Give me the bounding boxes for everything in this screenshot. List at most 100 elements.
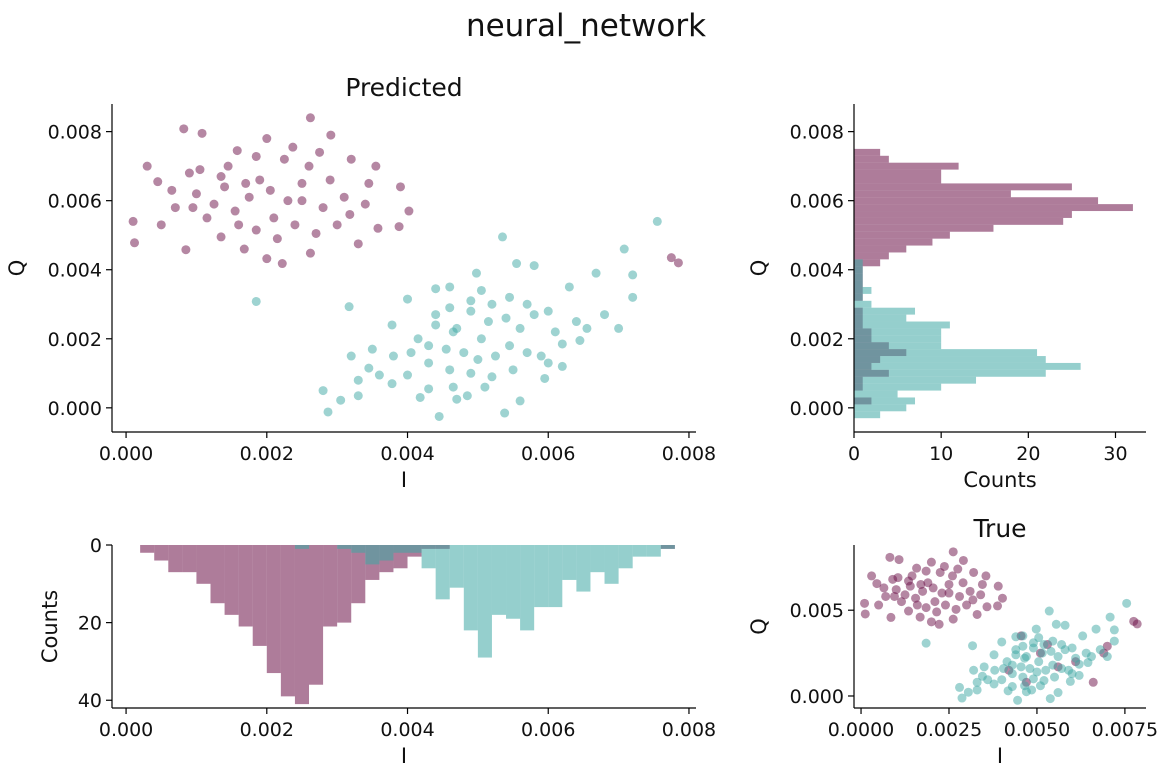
scatter-point-class-0 — [277, 259, 287, 269]
histogram-bar-class-0 — [854, 169, 942, 177]
scatter-point-class-1 — [582, 323, 592, 333]
histogram-bar-class-1 — [618, 545, 633, 569]
histogram-bars — [140, 545, 675, 705]
scatter-point-class-1 — [571, 317, 581, 327]
histogram-bar-class-0 — [182, 545, 197, 573]
histogram-bar-class-1 — [854, 280, 863, 287]
scatter-point-class-1 — [1034, 657, 1044, 667]
y-tick-label: 0.002 — [790, 329, 844, 351]
histogram-bar-class-1 — [520, 545, 535, 631]
y-tick-label: 0.000 — [790, 398, 844, 420]
histogram-bar-class-0 — [854, 155, 889, 163]
scatter-point-class-1 — [344, 302, 354, 312]
histogram-bar-class-1 — [854, 404, 907, 412]
scatter-point-class-0 — [290, 220, 300, 230]
scatter-point-class-0 — [326, 130, 336, 140]
histogram-bar-class-1 — [854, 321, 950, 329]
x-axis-title: Counts — [963, 468, 1036, 492]
scatter-point-class-1 — [1081, 648, 1091, 658]
panel-title: True — [972, 514, 1026, 543]
scatter-point-class-1 — [431, 310, 441, 320]
scatter-point-class-0 — [288, 142, 298, 152]
histogram-bar-class-0 — [337, 545, 352, 623]
scatter-point-class-0 — [297, 178, 307, 188]
histogram-bar-class-1 — [632, 545, 647, 557]
histogram-bar-class-0 — [854, 217, 1064, 225]
scatter-point-class-0 — [860, 609, 870, 619]
scatter-point-class-1 — [471, 268, 481, 278]
x-axis-title: I — [997, 744, 1003, 768]
scatter-point-class-1 — [543, 358, 553, 368]
scatter-point-class-0 — [1102, 641, 1112, 651]
scatter-point-class-1 — [1048, 660, 1058, 670]
scatter-point-class-1 — [403, 370, 413, 380]
scatter-point-class-0 — [888, 574, 898, 584]
scatter-point-class-1 — [591, 268, 601, 278]
x-tick-label: 30 — [1103, 443, 1127, 465]
scatter-point-class-1 — [336, 395, 346, 405]
x-tick-label: 0.006 — [521, 443, 575, 465]
scatter-point-class-1 — [415, 392, 425, 402]
histogram-bar-class-0 — [854, 204, 1133, 212]
scatter-point-class-0 — [1088, 677, 1098, 687]
scatter-point-class-0 — [251, 151, 261, 161]
predicted-scatter-panel: 0.000 0.002 0.004 0.006 0.008 0.000 0.002 0.004… — [5, 73, 716, 492]
scatter-point-class-0 — [353, 239, 363, 249]
scatter-point-class-0 — [955, 591, 965, 601]
x-tick-label: 0.004 — [380, 719, 434, 741]
x-axis-title: I — [401, 744, 407, 768]
histogram-bar-class-0 — [238, 545, 253, 627]
histogram-bar-class-1 — [854, 369, 1046, 377]
scatter-point-class-0 — [223, 161, 233, 171]
scatter-point-class-0 — [894, 555, 904, 565]
scatter-point-class-1 — [1018, 631, 1028, 641]
scatter-point-class-1 — [512, 259, 522, 269]
scatter-point-class-0 — [981, 571, 991, 581]
x-tick-label: 0.002 — [240, 443, 294, 465]
panel-title: Predicted — [345, 73, 462, 102]
scatter-point-class-0 — [364, 178, 374, 188]
scatter-point-class-1 — [487, 372, 497, 382]
scatter-point-class-0 — [251, 225, 261, 235]
scatter-point-class-1 — [614, 323, 624, 333]
scatter-points — [128, 113, 683, 421]
scatter-point-class-0 — [262, 254, 272, 264]
scatter-point-class-1 — [445, 282, 455, 292]
scatter-point-class-0 — [889, 591, 899, 601]
x-tick-label: 0.000 — [99, 719, 153, 741]
scatter-point-class-0 — [900, 590, 910, 600]
histogram-bar-class-0 — [210, 545, 225, 604]
scatter-point-class-1 — [445, 365, 455, 375]
scatter-point-class-0 — [404, 206, 414, 216]
scatter-point-class-0 — [305, 113, 315, 123]
scatter-point-class-0 — [197, 128, 207, 138]
scatter-point-class-1 — [498, 232, 508, 242]
histogram-bar-class-1 — [337, 545, 352, 549]
scatter-point-class-1 — [1007, 669, 1017, 679]
scatter-point-class-1 — [990, 665, 1000, 675]
scatter-point-class-1 — [1060, 620, 1070, 630]
scatter-point-class-1 — [1028, 674, 1038, 684]
scatter-point-class-0 — [993, 601, 1003, 611]
scatter-point-class-0 — [958, 555, 968, 565]
scatter-point-class-0 — [921, 566, 931, 576]
scatter-point-class-1 — [1027, 685, 1037, 695]
i-histogram-panel: 0.000 0.002 0.004 0.006 0.008 0 20 40 I Counts — [38, 535, 716, 768]
scatter-point-class-0 — [395, 182, 405, 192]
scatter-point-class-1 — [431, 320, 441, 330]
scatter-point-class-1 — [575, 336, 585, 346]
scatter-point-class-1 — [1018, 641, 1028, 651]
x-tick-label: 0.008 — [662, 443, 716, 465]
scatter-point-class-0 — [962, 600, 972, 610]
scatter-point-class-1 — [1020, 681, 1030, 691]
histogram-bar-class-1 — [854, 307, 916, 315]
scatter-point-class-1 — [459, 348, 469, 358]
histogram-bar-class-1 — [854, 259, 863, 267]
scatter-point-class-0 — [209, 199, 219, 209]
scatter-point-class-1 — [1083, 658, 1093, 668]
scatter-point-class-0 — [904, 606, 914, 616]
scatter-point-class-0 — [953, 564, 963, 574]
y-tick-label: 0.008 — [48, 122, 102, 144]
scatter-point-class-1 — [388, 351, 398, 361]
scatter-point-class-1 — [557, 339, 567, 349]
